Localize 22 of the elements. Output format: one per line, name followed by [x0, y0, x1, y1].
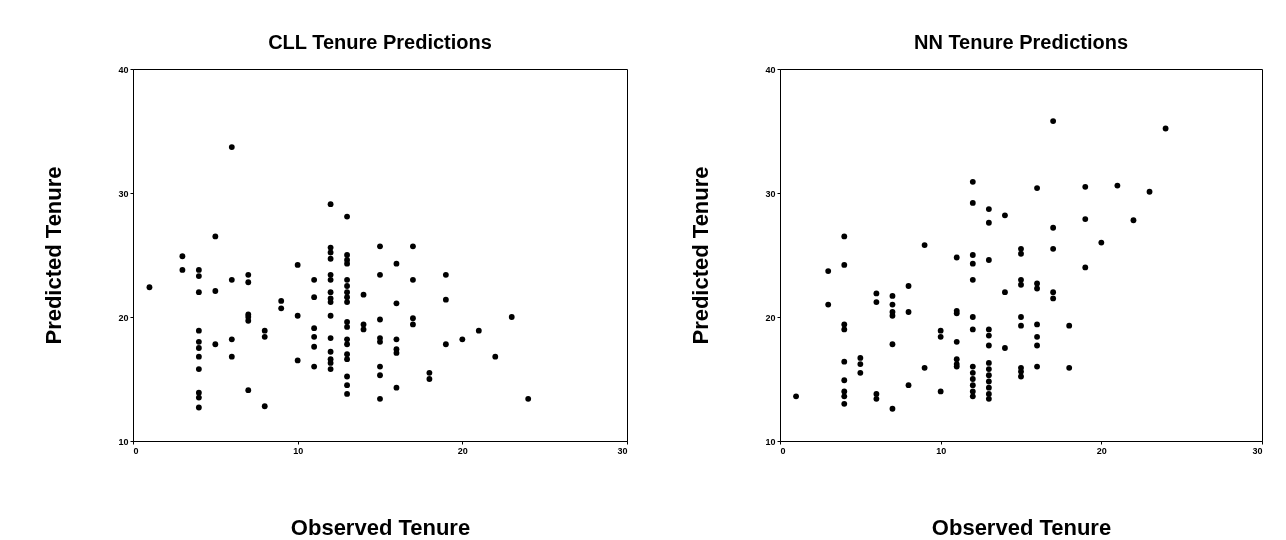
y-tick-label: 30: [765, 188, 776, 199]
x-tick-label: 10: [293, 445, 304, 456]
y-tick-label: 10: [765, 436, 776, 447]
y-tick-label: 20: [765, 312, 776, 323]
x-axis-title: Observed Tenure: [290, 514, 471, 540]
y-tick-label: 40: [118, 64, 129, 75]
x-tick-label: 20: [1096, 445, 1107, 456]
x-tick-label: 30: [1252, 445, 1263, 456]
y-tick-label: 10: [118, 436, 129, 447]
y-axis-title: Predicted Tenure: [688, 166, 714, 345]
chart-title: NN Tenure Predictions: [913, 31, 1129, 53]
y-tick-label: 40: [765, 64, 776, 75]
y-tick-label: 30: [118, 188, 129, 199]
x-tick-label: 0: [133, 445, 139, 456]
chart-title: CLL Tenure Predictions: [268, 31, 492, 53]
x-axis-title: Observed Tenure: [931, 514, 1112, 540]
y-tick-label: 20: [118, 312, 129, 323]
x-tick-label: 20: [457, 445, 468, 456]
x-tick-label: 0: [780, 445, 786, 456]
x-tick-label: 10: [936, 445, 947, 456]
x-tick-label: 30: [617, 445, 628, 456]
y-axis-title: Predicted Tenure: [41, 166, 67, 345]
